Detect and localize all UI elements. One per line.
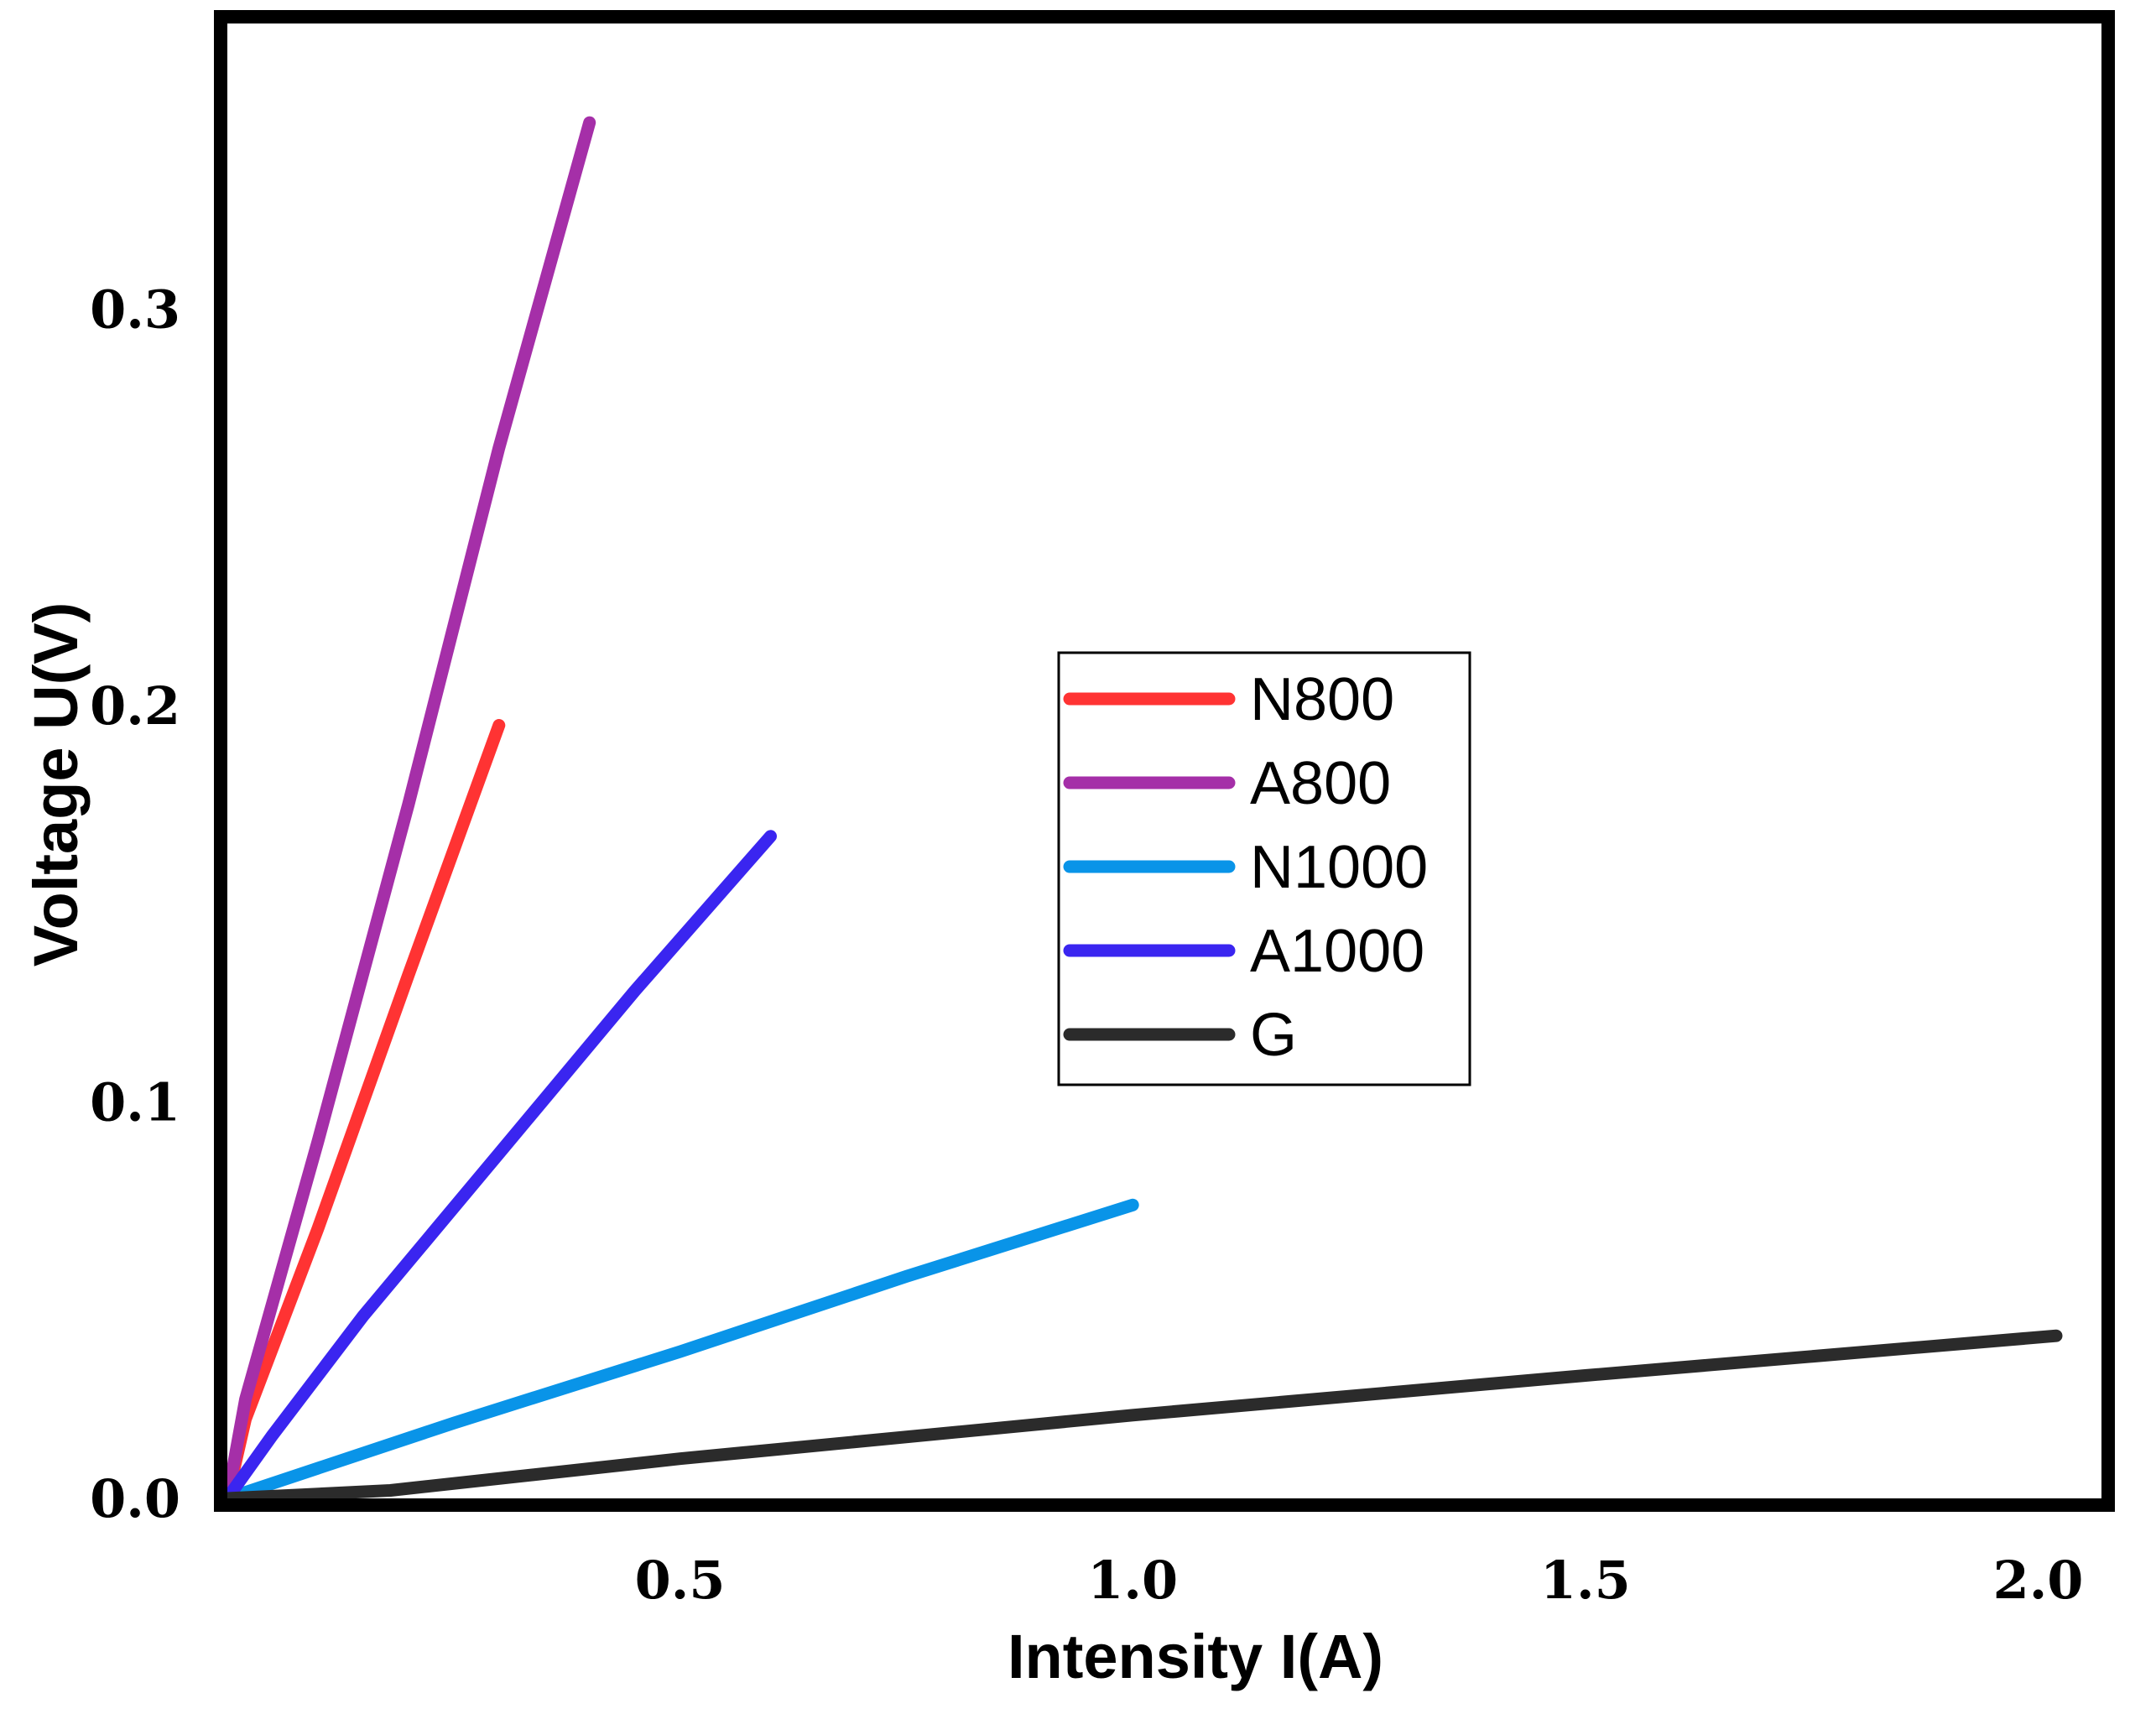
legend-entry-n800: N800 (1063, 666, 1394, 733)
x-tick-label: 1.5 (1540, 1550, 1631, 1611)
plot-frame (214, 10, 2115, 1512)
y-axis-ticks: 0.0 0.1 0.2 0.3 (90, 279, 180, 1529)
legend: N800 A800 N1000 A1000 G (1057, 651, 1471, 1086)
series-line-n1000 (221, 1198, 1139, 1505)
y-tick-label: 0.3 (90, 279, 180, 340)
legend-label-a1000: A1000 (1250, 918, 1424, 985)
y-tick-label: 0.1 (90, 1071, 180, 1133)
series-line-g (221, 1329, 2063, 1505)
series-line-a1000 (221, 830, 777, 1505)
x-tick-label: 1.0 (1087, 1550, 1178, 1611)
legend-entry-a800: A800 (1063, 750, 1391, 817)
x-tick-label: 0.5 (635, 1550, 726, 1611)
legend-label-a800: A800 (1250, 750, 1391, 817)
x-axis-ticks: 0.5 1.0 1.5 2.0 (635, 1550, 2084, 1611)
legend-label-n1000: N1000 (1250, 834, 1428, 901)
series-line-a800 (221, 116, 596, 1505)
legend-entry-a1000: A1000 (1063, 918, 1424, 985)
y-tick-label: 0.2 (90, 675, 180, 737)
legend-entry-n1000: N1000 (1063, 834, 1428, 901)
x-tick-label: 2.0 (1993, 1550, 2084, 1611)
legend-entry-g: G (1063, 1002, 1297, 1069)
legend-label-n800: N800 (1250, 666, 1394, 733)
legend-label-g: G (1250, 1002, 1297, 1069)
x-axis-title: Intensity I(A) (1008, 1622, 1383, 1691)
y-tick-label: 0.0 (90, 1468, 180, 1529)
legend-items: N800 A800 N1000 A1000 G (1063, 666, 1428, 1069)
y-axis-title: Voltage U(V) (21, 602, 91, 966)
series-layer (221, 116, 2063, 1505)
